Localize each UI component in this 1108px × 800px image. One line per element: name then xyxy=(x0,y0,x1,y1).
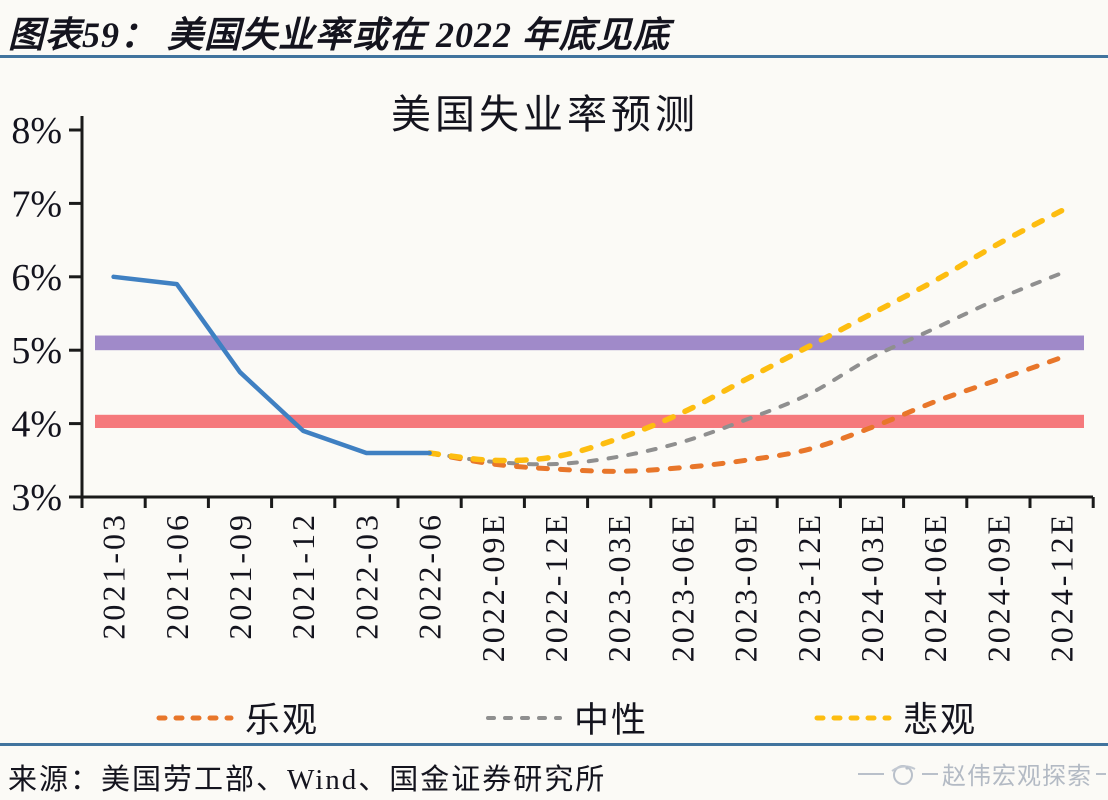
x-axis-label: 2022-03 xyxy=(348,512,384,640)
x-axis-label: 2024-12E xyxy=(1044,512,1080,662)
x-axis-label: 2021-12 xyxy=(285,512,321,640)
x-axis-label: 2021-03 xyxy=(96,512,132,640)
pessimistic-dash-swatch xyxy=(814,715,892,720)
watermark-text: 赵伟宏观探索 xyxy=(942,764,1092,790)
series-line-pessimistic xyxy=(426,207,1065,464)
header-divider-line xyxy=(0,55,1108,58)
x-axis-label: 2021-09 xyxy=(222,512,258,640)
x-axis-label: 2023-03E xyxy=(601,512,637,662)
legend-item-optimistic: 乐观 xyxy=(155,692,319,743)
x-axis-label: 2022-09E xyxy=(475,512,511,662)
watermark-line-mid xyxy=(922,772,938,775)
neutral-dash-swatch xyxy=(485,715,562,720)
reference-band-5pct xyxy=(95,335,1084,351)
series-line-historical xyxy=(111,274,432,456)
y-axis-label: 5% xyxy=(11,330,62,372)
watermark-line-left xyxy=(858,772,884,775)
x-axis-label: 2023-12E xyxy=(791,512,827,662)
y-axis-label: 6% xyxy=(11,257,62,299)
y-axis-label: 3% xyxy=(11,477,62,519)
chart-title: 美国失业率预测 xyxy=(391,92,699,137)
x-axis-label: 2024-09E xyxy=(980,512,1016,662)
x-axis-label: 2023-09E xyxy=(728,512,764,662)
y-axis-label: 8% xyxy=(11,110,62,152)
x-axis-label: 2021-06 xyxy=(159,512,195,640)
x-axis-label: 2023-06E xyxy=(664,512,700,662)
page-title: 图表59： 美国失业率或在 2022 年底见底 xyxy=(8,15,671,55)
x-axis-label: 2024-03E xyxy=(854,512,890,662)
series-line-optimistic xyxy=(427,355,1065,474)
watermark-logo-icon xyxy=(891,764,916,785)
legend-label-neutral: 中性 xyxy=(573,701,648,740)
y-axis-label: 4% xyxy=(11,404,62,446)
y-axis-label: 7% xyxy=(11,183,62,225)
watermark: 赵伟宏观探索 xyxy=(858,756,1106,791)
watermark-line-right xyxy=(1096,772,1106,775)
footer-divider-line xyxy=(0,743,1108,746)
x-axis-label: 2022-06 xyxy=(412,512,448,640)
chart-legend: 乐观 中性 悲观 xyxy=(155,692,977,743)
legend-label-pessimistic: 悲观 xyxy=(902,701,977,740)
legend-item-neutral: 中性 xyxy=(484,692,648,743)
x-axis-label: 2024-06E xyxy=(917,512,953,662)
series-line-neutral xyxy=(427,271,1064,467)
legend-item-pessimistic: 悲观 xyxy=(813,692,977,743)
legend-label-optimistic: 乐观 xyxy=(245,701,320,740)
source-text: 来源：美国劳工部、Wind、国金证券研究所 xyxy=(8,764,607,796)
x-axis-label: 2022-12E xyxy=(538,512,574,662)
axis-lines xyxy=(80,116,1093,499)
optimistic-dash-swatch xyxy=(156,715,234,720)
reference-band-4pct xyxy=(95,414,1084,429)
